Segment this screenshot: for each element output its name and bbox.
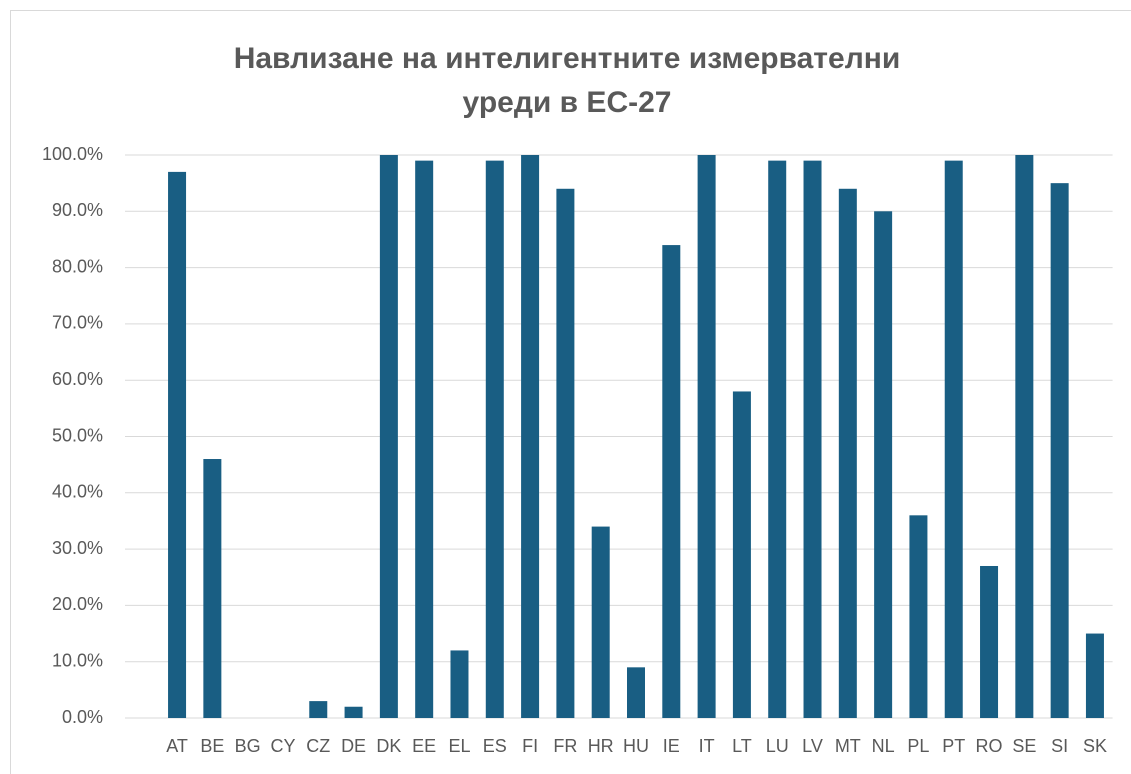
bar [980, 565, 999, 718]
x-tick-label: BG [235, 736, 261, 756]
y-tick-label: 100.0% [42, 144, 103, 164]
x-tick-label: DK [376, 736, 401, 756]
bar [1085, 633, 1104, 718]
bar [627, 667, 645, 718]
x-tick-label: AT [166, 736, 188, 756]
bar [485, 160, 504, 718]
x-tick-label: CZ [306, 736, 330, 756]
x-tick-label: SI [1051, 736, 1068, 756]
x-tick-label: LT [732, 736, 752, 756]
y-tick-label: 90.0% [52, 200, 103, 220]
y-tick-label: 80.0% [52, 256, 103, 276]
bar [344, 706, 363, 718]
bar [944, 160, 963, 718]
bar [874, 211, 893, 719]
x-tick-label: DE [341, 736, 366, 756]
x-tick-label: SK [1083, 736, 1107, 756]
bar [803, 160, 822, 718]
bar [521, 155, 540, 718]
y-tick-label: 50.0% [52, 425, 103, 445]
bar [168, 171, 187, 718]
y-tick-label: 60.0% [52, 369, 103, 389]
bar [1050, 183, 1069, 718]
y-tick-label: 70.0% [52, 313, 103, 333]
y-tick-label: 0.0% [62, 707, 103, 727]
x-tick-label: EL [448, 736, 470, 756]
x-tick-label: HR [588, 736, 614, 756]
bar [732, 391, 751, 718]
bar [1015, 155, 1034, 718]
x-tick-label: IE [663, 736, 680, 756]
x-tick-label: BE [200, 736, 224, 756]
y-tick-label: 20.0% [52, 594, 103, 614]
x-tick-label: LV [802, 736, 823, 756]
y-tick-label: 10.0% [52, 650, 103, 670]
bar [591, 526, 610, 718]
bar [203, 459, 222, 718]
x-tick-label: EE [412, 736, 436, 756]
y-tick-label: 30.0% [52, 538, 103, 558]
bar [415, 160, 434, 718]
bar [697, 155, 716, 718]
bar [379, 155, 398, 718]
x-tick-label: PL [907, 736, 929, 756]
x-tick-label: ES [483, 736, 507, 756]
x-tick-label: RO [976, 736, 1003, 756]
bar [768, 160, 787, 718]
x-tick-label: IT [699, 736, 715, 756]
x-tick-label: FI [522, 736, 538, 756]
x-tick-label: NL [872, 736, 895, 756]
bar [838, 188, 857, 718]
x-tick-label: LU [766, 736, 789, 756]
x-tick-label: SE [1012, 736, 1036, 756]
bar [556, 188, 575, 718]
bar [309, 701, 328, 718]
chart-title: уреди в ЕС-27 [463, 86, 672, 119]
x-tick-label: PT [942, 736, 965, 756]
bar [662, 245, 681, 718]
chart-title: Навлизане на интелигентните измервателни [234, 42, 901, 75]
x-tick-label: HU [623, 736, 649, 756]
x-tick-label: MT [835, 736, 861, 756]
bar [909, 515, 928, 718]
x-tick-label: CY [270, 736, 295, 756]
x-tick-label: FR [553, 736, 577, 756]
bar [450, 650, 469, 718]
y-tick-label: 40.0% [52, 482, 103, 502]
